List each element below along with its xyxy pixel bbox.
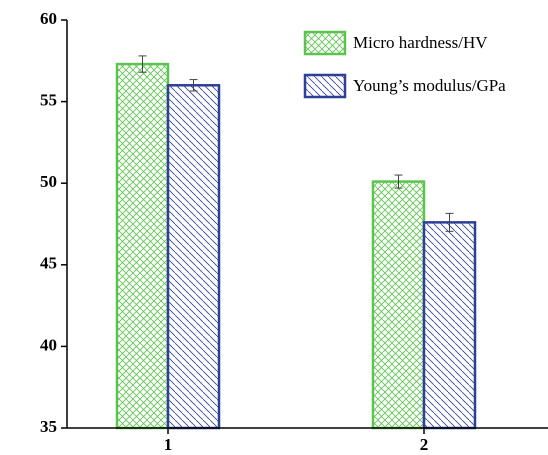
legend-label: Micro hardness/HV — [353, 33, 488, 52]
x-tick-label: 1 — [164, 435, 173, 454]
bar — [422, 221, 477, 430]
legend-swatch — [303, 73, 347, 99]
x-tick-label: 2 — [420, 435, 429, 454]
y-tick-label: 40 — [40, 335, 57, 354]
error-bar — [445, 212, 454, 232]
y-tick-label: 35 — [40, 417, 57, 436]
y-tick-label: 45 — [40, 254, 57, 273]
y-tick-label: 60 — [40, 9, 57, 28]
error-bar — [138, 55, 147, 73]
bar — [371, 180, 426, 430]
legend-swatch — [303, 30, 347, 56]
bar — [166, 84, 221, 430]
y-tick-label: 50 — [40, 172, 57, 191]
y-tick-label: 55 — [40, 91, 57, 110]
error-bar — [189, 79, 198, 92]
legend-label: Young’s modulus/GPa — [353, 76, 506, 95]
error-bar — [394, 174, 403, 189]
bar — [115, 62, 170, 430]
